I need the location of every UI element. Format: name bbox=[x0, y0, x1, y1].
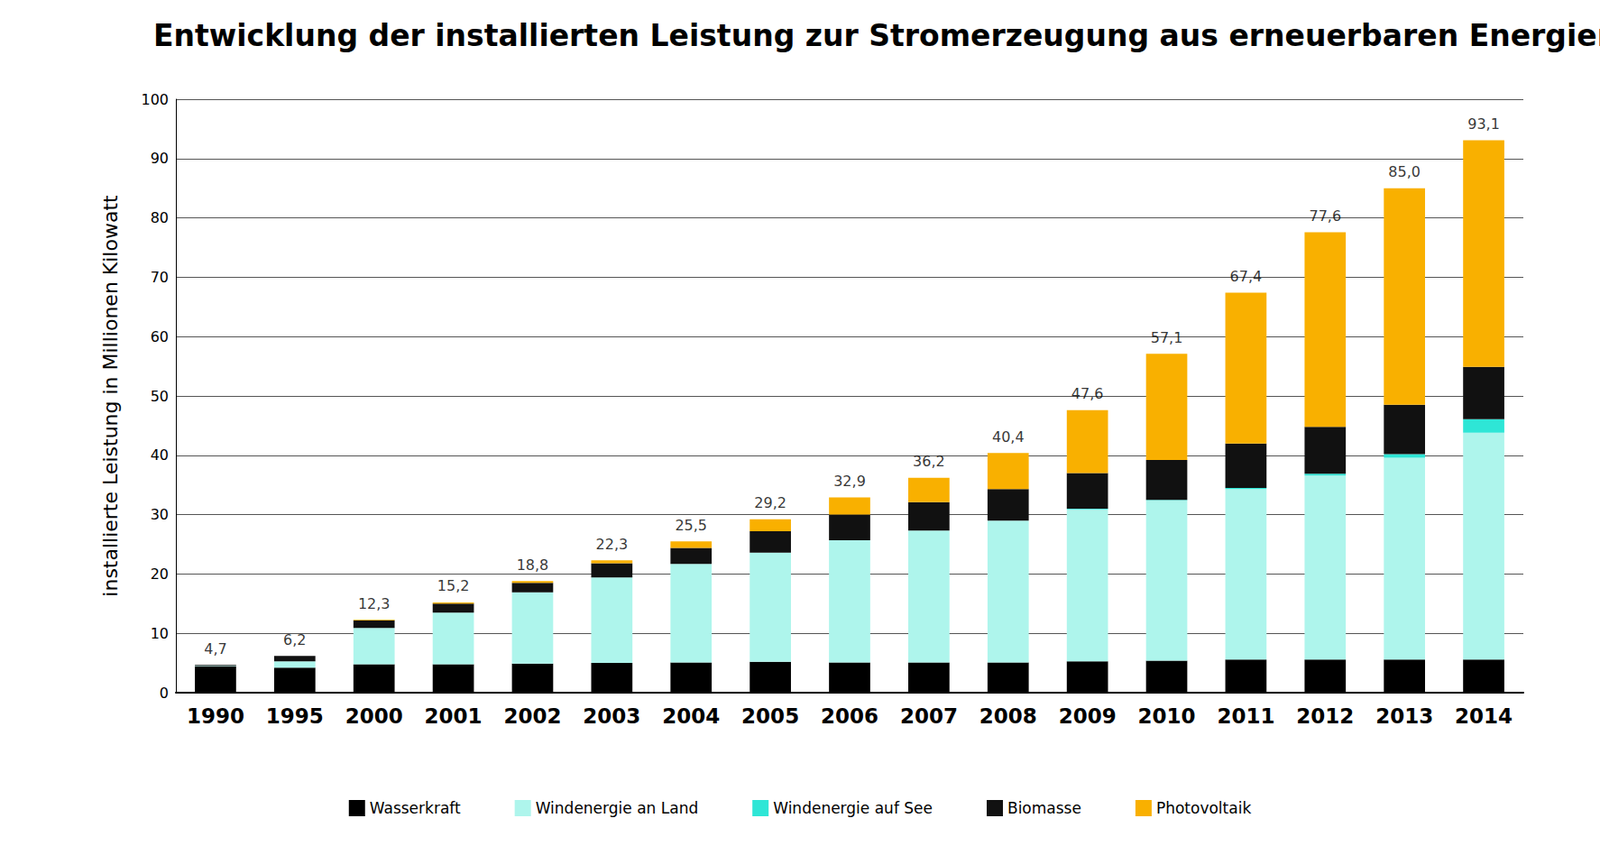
svg-text:100: 100 bbox=[140, 91, 169, 109]
svg-text:Wasserkraft: Wasserkraft bbox=[369, 799, 461, 818]
svg-text:30: 30 bbox=[150, 505, 169, 524]
svg-text:25,5: 25,5 bbox=[674, 516, 708, 534]
svg-text:Entwicklung der installierten: Entwicklung der installierten Leistung z… bbox=[153, 18, 1600, 54]
svg-text:2009: 2009 bbox=[1058, 704, 1117, 728]
svg-text:Windenergie auf See: Windenergie auf See bbox=[772, 799, 933, 818]
svg-text:57,1: 57,1 bbox=[1150, 329, 1184, 347]
svg-text:1990: 1990 bbox=[186, 704, 245, 728]
svg-text:22,3: 22,3 bbox=[596, 535, 629, 553]
svg-text:2001: 2001 bbox=[424, 704, 483, 728]
svg-text:50: 50 bbox=[150, 387, 169, 405]
svg-text:2003: 2003 bbox=[582, 704, 641, 728]
svg-text:0: 0 bbox=[159, 684, 169, 702]
svg-text:2006: 2006 bbox=[820, 704, 879, 728]
svg-text:80: 80 bbox=[150, 209, 169, 227]
svg-text:2002: 2002 bbox=[503, 704, 561, 728]
svg-text:1995: 1995 bbox=[266, 704, 324, 728]
svg-text:47,6: 47,6 bbox=[1071, 385, 1104, 403]
svg-text:2000: 2000 bbox=[345, 704, 404, 728]
svg-text:2004: 2004 bbox=[662, 704, 720, 728]
svg-text:90: 90 bbox=[150, 149, 169, 167]
svg-text:2013: 2013 bbox=[1375, 704, 1434, 728]
svg-text:2014: 2014 bbox=[1454, 704, 1513, 728]
svg-text:6,2: 6,2 bbox=[283, 631, 306, 649]
svg-text:2011: 2011 bbox=[1216, 704, 1275, 728]
svg-text:12,3: 12,3 bbox=[358, 595, 391, 613]
svg-text:40: 40 bbox=[150, 446, 169, 464]
svg-text:77,6: 77,6 bbox=[1308, 207, 1342, 225]
svg-text:85,0: 85,0 bbox=[1388, 163, 1421, 181]
svg-text:36,2: 36,2 bbox=[912, 452, 946, 470]
svg-text:93,1: 93,1 bbox=[1467, 115, 1500, 133]
svg-text:2010: 2010 bbox=[1138, 704, 1196, 728]
svg-text:Windenergie an Land: Windenergie an Land bbox=[535, 799, 699, 818]
svg-text:installierte Leistung in Milli: installierte Leistung in Millionen Kilow… bbox=[99, 194, 122, 598]
svg-text:2012: 2012 bbox=[1296, 704, 1354, 728]
svg-text:40,4: 40,4 bbox=[992, 428, 1025, 446]
svg-text:2007: 2007 bbox=[900, 704, 958, 728]
svg-text:20: 20 bbox=[150, 565, 169, 583]
svg-text:Biomasse: Biomasse bbox=[1007, 799, 1082, 818]
svg-text:2008: 2008 bbox=[979, 704, 1038, 728]
svg-text:60: 60 bbox=[150, 328, 169, 346]
svg-text:67,4: 67,4 bbox=[1230, 267, 1263, 286]
svg-text:10: 10 bbox=[150, 625, 169, 643]
svg-text:15,2: 15,2 bbox=[437, 577, 470, 595]
svg-text:32,9: 32,9 bbox=[833, 472, 866, 490]
svg-text:29,2: 29,2 bbox=[754, 494, 787, 512]
svg-text:4,7: 4,7 bbox=[203, 640, 227, 658]
svg-text:70: 70 bbox=[150, 268, 169, 286]
svg-text:2005: 2005 bbox=[741, 704, 800, 728]
svg-text:18,8: 18,8 bbox=[516, 556, 550, 574]
svg-text:Photovoltaik: Photovoltaik bbox=[1156, 799, 1251, 818]
